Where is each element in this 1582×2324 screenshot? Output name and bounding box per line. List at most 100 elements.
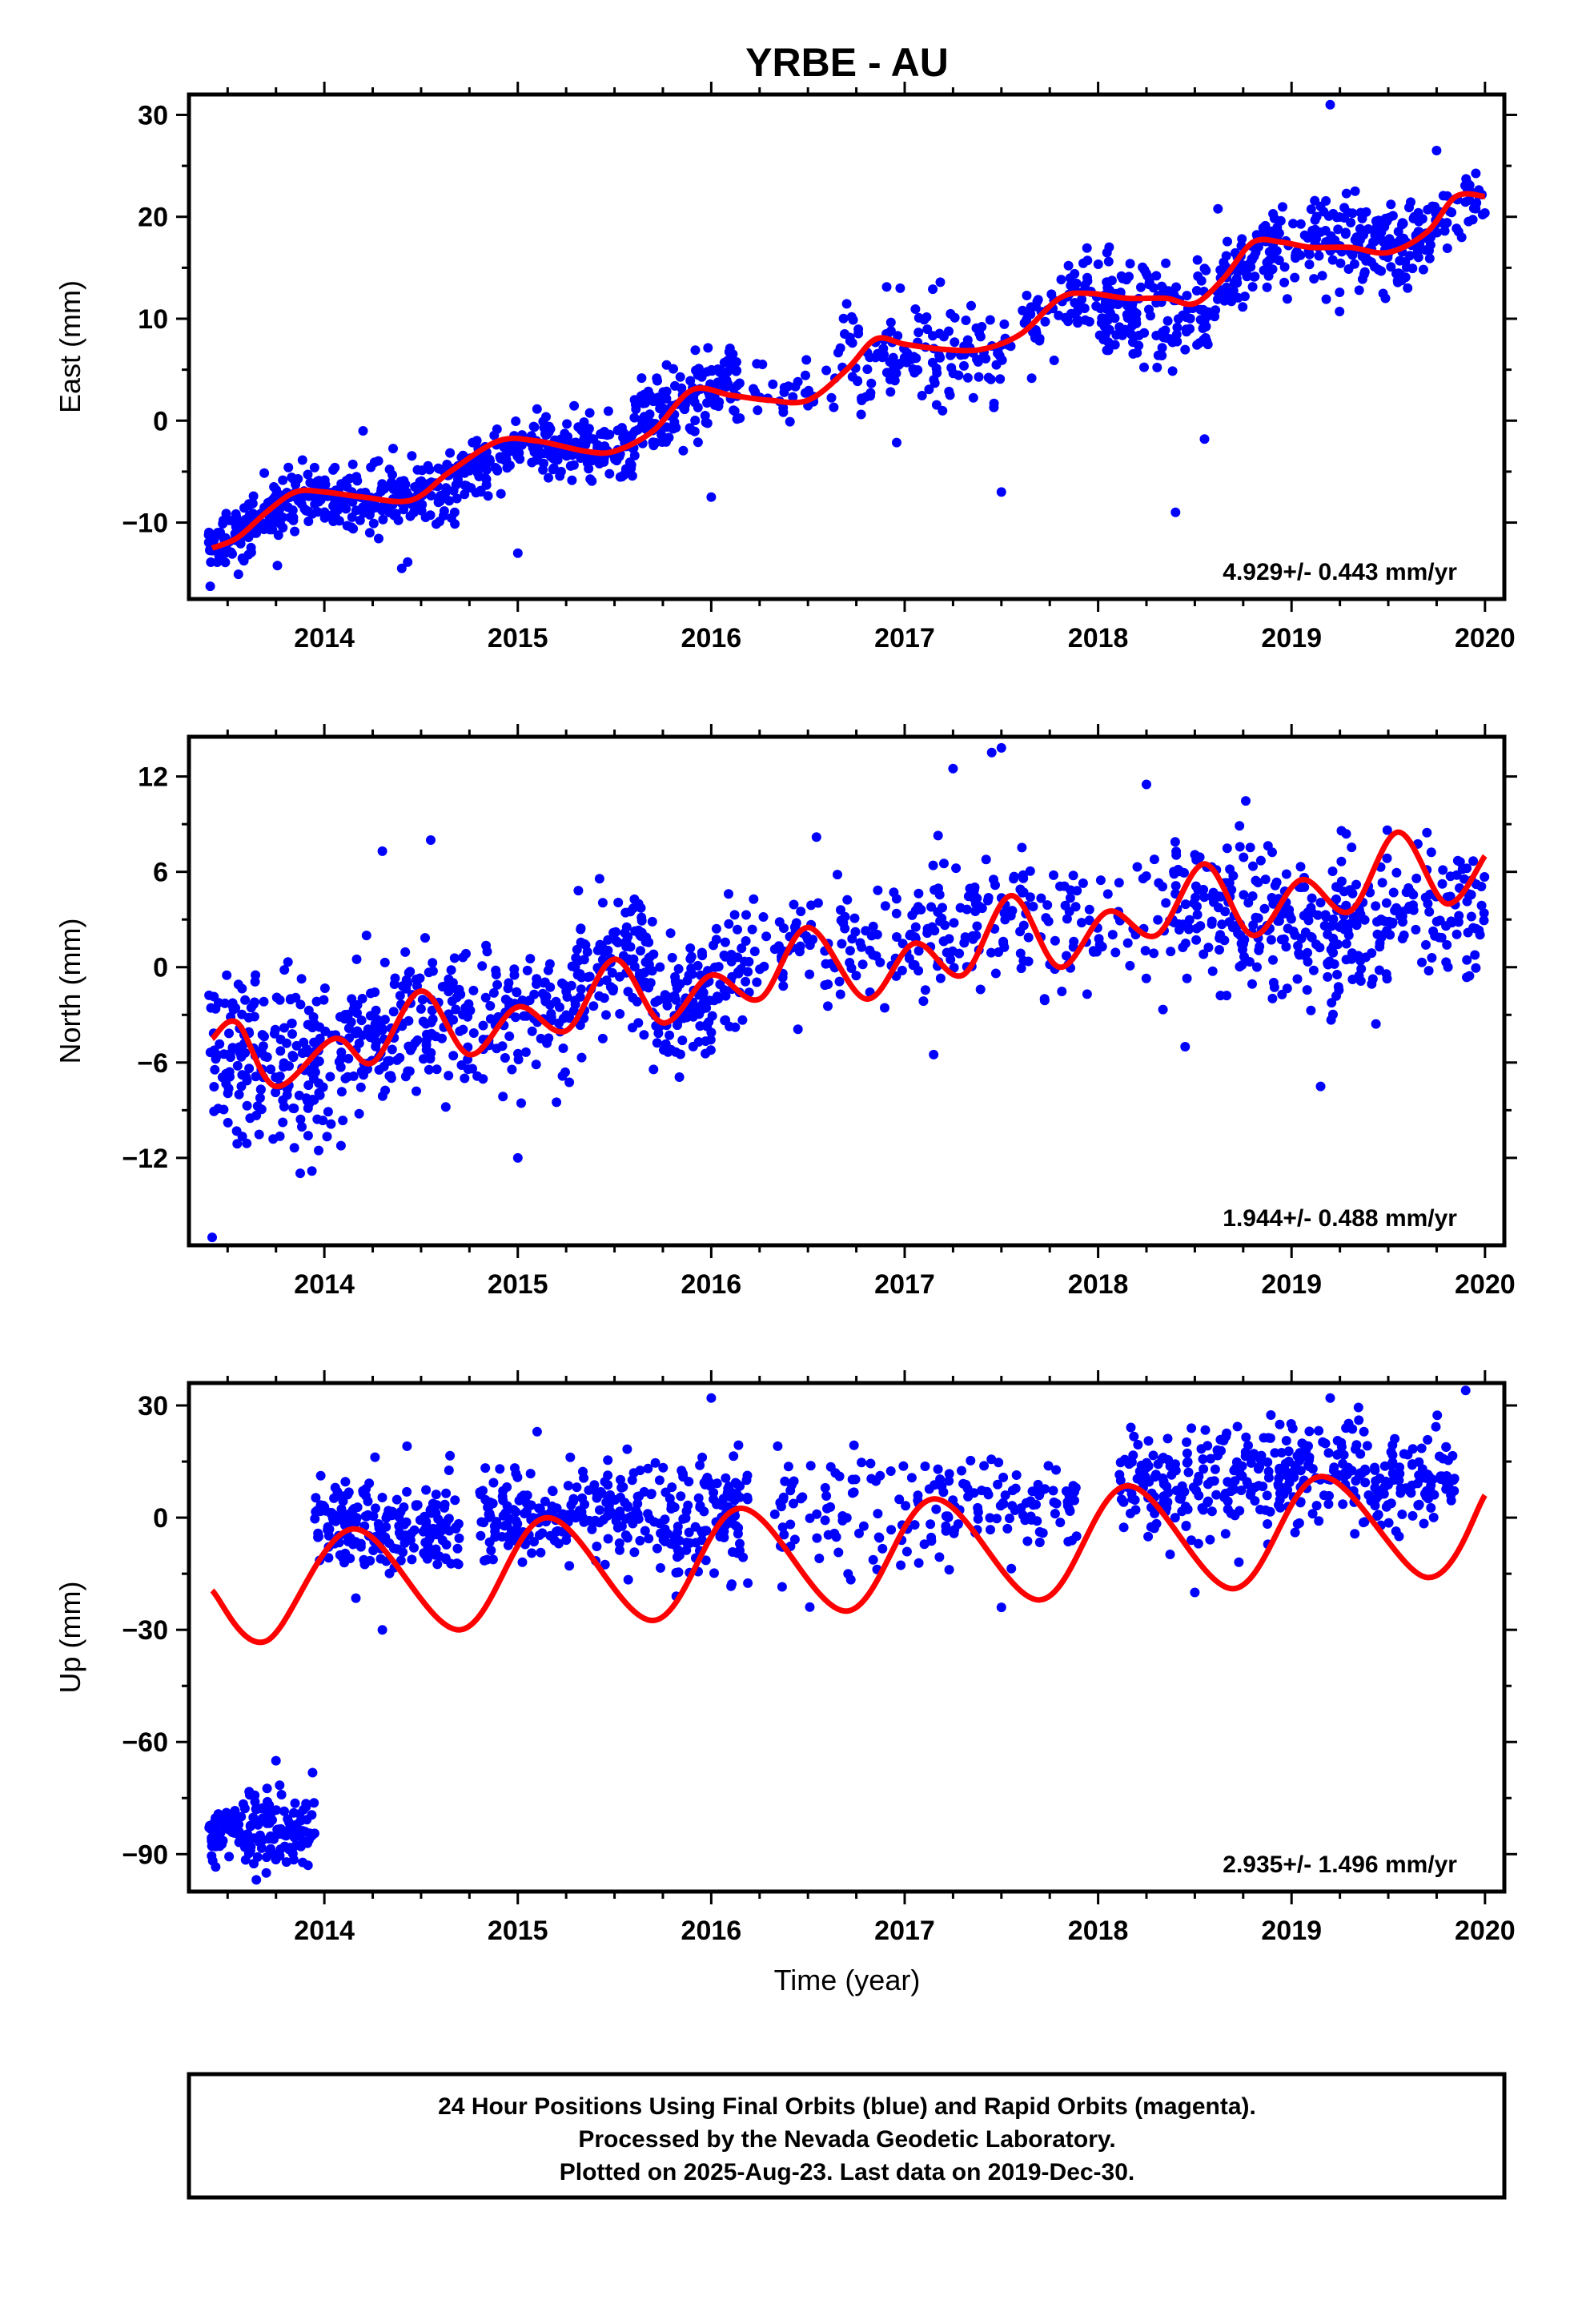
- data-point: [298, 1836, 308, 1847]
- data-point: [1049, 870, 1058, 880]
- data-point: [284, 1844, 294, 1855]
- east-panel: 2014 2015 2016 2017 2018 2019 2020−100102030Ea…: [54, 82, 1517, 653]
- data-point: [603, 1470, 613, 1481]
- data-point: [1407, 263, 1418, 274]
- data-point: [1143, 1531, 1154, 1542]
- data-point: [744, 956, 754, 967]
- data-point: [1182, 973, 1192, 983]
- data-point: [592, 1542, 602, 1551]
- data-point: [749, 894, 759, 904]
- data-point: [1453, 227, 1464, 237]
- data-point: [1214, 891, 1224, 902]
- data-point: [452, 493, 462, 504]
- data-point: [777, 1582, 787, 1592]
- data-point: [1250, 271, 1260, 282]
- data-point: [409, 1525, 420, 1535]
- data-point: [396, 1555, 406, 1566]
- data-point: [644, 983, 654, 993]
- data-point: [949, 1528, 959, 1538]
- data-point: [1304, 1455, 1315, 1466]
- outlier-point: [1315, 1081, 1326, 1092]
- data-point: [290, 1798, 300, 1808]
- data-point: [420, 933, 430, 943]
- data-point: [747, 924, 757, 935]
- data-point: [1005, 1514, 1014, 1523]
- data-point: [804, 385, 813, 396]
- data-point: [843, 1569, 853, 1579]
- data-point: [805, 1602, 815, 1612]
- data-point: [697, 1535, 707, 1546]
- data-point: [246, 547, 256, 557]
- data-point: [615, 971, 624, 982]
- data-point: [415, 498, 425, 509]
- data-point: [998, 1498, 1008, 1508]
- data-point: [314, 1145, 323, 1156]
- data-point: [1163, 1487, 1174, 1498]
- data-point: [248, 491, 259, 501]
- data-point: [724, 347, 734, 357]
- data-point: [803, 935, 813, 945]
- data-point: [1336, 876, 1347, 887]
- data-point: [1132, 862, 1142, 872]
- data-point: [264, 1818, 275, 1828]
- data-point: [557, 978, 567, 988]
- data-point: [712, 1478, 722, 1489]
- data-point: [665, 992, 675, 1003]
- data-point: [297, 1122, 307, 1132]
- data-point: [351, 505, 361, 516]
- data-point: [1110, 340, 1120, 350]
- data-point: [705, 1045, 716, 1055]
- data-point: [1354, 285, 1364, 296]
- data-point: [695, 1460, 705, 1470]
- data-point: [573, 886, 584, 896]
- data-point: [1431, 1421, 1441, 1432]
- data-point: [1171, 846, 1182, 857]
- data-point: [589, 1480, 600, 1490]
- data-point: [1313, 910, 1323, 920]
- data-point: [789, 899, 799, 910]
- data-point: [1018, 955, 1029, 966]
- data-point: [1265, 1433, 1275, 1443]
- data-point: [727, 1579, 737, 1590]
- data-point: [1273, 916, 1283, 926]
- data-point: [805, 1513, 815, 1523]
- data-point: [1350, 186, 1360, 196]
- data-point: [288, 1855, 299, 1865]
- data-point: [949, 963, 959, 973]
- x-axis-label: Time (year): [774, 1964, 921, 1996]
- data-point: [583, 425, 593, 436]
- data-point: [332, 502, 343, 513]
- data-point: [235, 1833, 246, 1844]
- data-point: [562, 991, 572, 1002]
- data-point: [442, 460, 452, 469]
- data-point: [652, 373, 662, 384]
- data-point: [315, 1470, 326, 1481]
- data-point: [653, 1028, 664, 1039]
- data-point: [979, 1461, 990, 1471]
- data-point: [328, 464, 339, 475]
- data-point: [603, 1534, 613, 1544]
- data-point: [567, 475, 577, 485]
- data-point: [724, 889, 733, 899]
- y-tick-label: −6: [137, 1048, 168, 1079]
- data-point: [364, 528, 375, 538]
- data-point: [361, 498, 371, 509]
- data-point: [796, 907, 806, 917]
- data-point: [901, 1546, 912, 1557]
- data-point: [421, 1485, 432, 1495]
- data-point: [1140, 946, 1150, 956]
- data-point: [295, 1114, 306, 1124]
- data-point: [319, 475, 330, 485]
- data-point: [472, 436, 482, 446]
- data-point: [575, 991, 585, 1002]
- data-point: [298, 1857, 308, 1868]
- data-point: [504, 460, 515, 471]
- data-point: [437, 1033, 447, 1043]
- data-point: [821, 365, 832, 376]
- data-point: [1241, 796, 1251, 806]
- data-point: [1186, 1535, 1196, 1546]
- data-point: [525, 1469, 536, 1479]
- data-point: [1216, 1445, 1226, 1456]
- data-point: [981, 353, 991, 364]
- data-point: [503, 1540, 513, 1550]
